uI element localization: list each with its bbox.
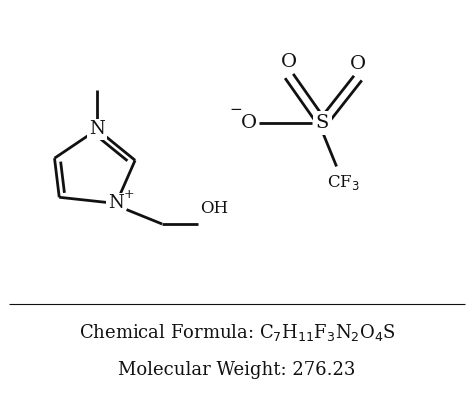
- Text: O: O: [241, 114, 257, 132]
- Text: O: O: [281, 53, 297, 71]
- Text: CF$_3$: CF$_3$: [327, 173, 360, 192]
- Text: +: +: [124, 188, 135, 201]
- Text: Chemical Formula: C$_7$H$_{11}$F$_3$N$_2$O$_4$S: Chemical Formula: C$_7$H$_{11}$F$_3$N$_2…: [79, 322, 395, 344]
- Text: OH: OH: [200, 200, 228, 217]
- Text: Molecular Weight: 276.23: Molecular Weight: 276.23: [118, 361, 356, 379]
- Text: O: O: [350, 55, 366, 73]
- Text: −: −: [229, 103, 242, 117]
- Text: S: S: [316, 114, 329, 132]
- Text: N: N: [108, 194, 124, 212]
- Text: N: N: [89, 120, 105, 139]
